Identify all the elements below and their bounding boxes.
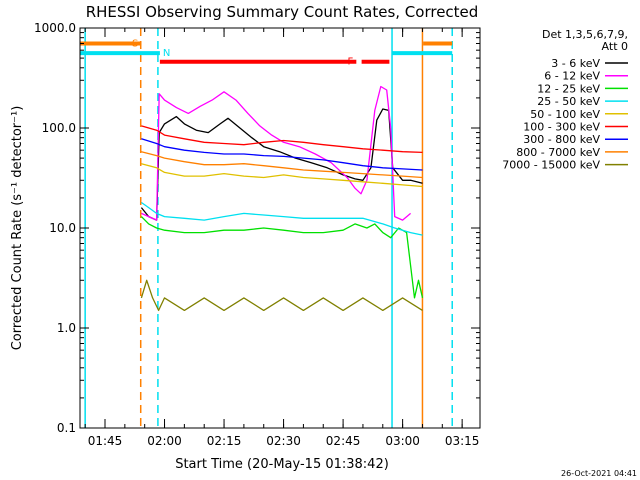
x-tick-label: 02:00: [147, 434, 182, 448]
render-timestamp: 26-Oct-2021 04:41: [561, 469, 637, 478]
legend-label-7000-15000-kev: 7000 - 15000 keV: [502, 159, 600, 172]
series-lines: [140, 85, 424, 312]
legend-label-300-800-kev: 300 - 800 keV: [523, 133, 600, 146]
y-axis-label: Corrected Count Rate (s⁻¹ detector⁻¹): [10, 106, 25, 351]
y-tick-label: 0.1: [57, 421, 76, 435]
legend-label-3-6-kev: 3 - 6 keV: [551, 57, 600, 70]
legend-header-attenuator: Att 0: [602, 40, 628, 53]
x-axis-label: Start Time (20-May-15 01:38:42): [175, 457, 389, 472]
series-line-6-12-kev: [141, 85, 412, 221]
series-line-100-300-kev: [141, 125, 423, 154]
y-tick-label: 1.0: [57, 321, 76, 335]
series-line-300-800-kev: [141, 138, 423, 171]
legend-label-100-300-kev: 100 - 300 keV: [523, 121, 600, 134]
legend-label-6-12-kev: 6 - 12 keV: [544, 70, 600, 83]
legend-header-detectors: Det 1,3,5,6,7,9,: [542, 28, 628, 41]
series-line-3-6-kev: [140, 108, 423, 221]
flag-s-label: S: [132, 38, 138, 49]
series-line-50-100-kev: [141, 163, 423, 188]
x-tick-label: 02:45: [326, 434, 361, 448]
series-line-800-7000-kev: [141, 151, 423, 179]
x-tick-label: 02:30: [266, 434, 301, 448]
x-tick-label: 01:45: [88, 434, 123, 448]
y-tick-label: 100.0: [42, 121, 76, 135]
y-tick-label: 1000.0: [34, 21, 76, 35]
legend-label-25-50-kev: 25 - 50 keV: [537, 95, 600, 108]
axes: 0.1 1.0 10.0 100.0 1000.0 01:45 02:00 02:15 02:3…: [34, 21, 481, 448]
x-tick-label: 02:15: [207, 434, 242, 448]
flag-n-label: N: [163, 48, 170, 59]
legend-label-50-100-kev: 50 - 100 keV: [530, 108, 600, 121]
series-line-25-50-kev: [141, 201, 423, 236]
legend-label-800-7000-kev: 800 - 7000 keV: [516, 146, 600, 159]
x-tick-label: 03:00: [385, 434, 420, 448]
y-tick-label: 10.0: [49, 221, 76, 235]
series-line-7000-15000-kev: [140, 279, 423, 312]
state-flags: S N F: [80, 38, 453, 68]
x-tick-label: 03:15: [445, 434, 480, 448]
flag-f-label: F: [348, 57, 354, 68]
legend-label-12-25-kev: 12 - 25 keV: [537, 82, 600, 95]
chart-title: RHESSI Observing Summary Count Rates, Co…: [86, 3, 479, 21]
